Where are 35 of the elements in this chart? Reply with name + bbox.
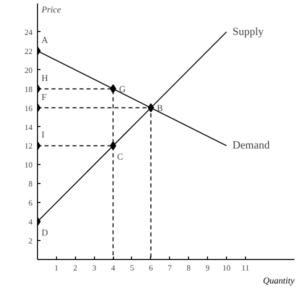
- y-tick-label: 22: [24, 46, 32, 56]
- x-tick-label: 4: [111, 264, 116, 272]
- x-tick-label: 1: [54, 264, 58, 272]
- x-tick-label: 8: [186, 264, 191, 272]
- series-label: Demand: [232, 140, 270, 152]
- y-tick-label: 24: [24, 28, 32, 37]
- y-tick-label: 2: [28, 236, 32, 246]
- annotation: D: [42, 228, 48, 238]
- y-tick-label: 20: [24, 66, 32, 75]
- y-tick-label: 18: [24, 84, 32, 94]
- x-axis-title: Quantity: [263, 276, 295, 286]
- x-tick-label: 11: [242, 264, 250, 272]
- x-tick-label: 5: [130, 264, 134, 272]
- y-tick-label: 10: [24, 160, 32, 170]
- annotation: I: [42, 130, 44, 140]
- annotation: B: [156, 102, 163, 113]
- x-tick-label: 7: [168, 264, 172, 272]
- y-tick-label: 12: [24, 142, 32, 151]
- y-axis-title: Price: [40, 4, 61, 14]
- x-tick-label: 2: [73, 264, 78, 272]
- annotation: F: [42, 92, 47, 102]
- y-tick-label: 4: [28, 218, 32, 227]
- y-tick-label: 6: [28, 198, 32, 208]
- y-tick-label: 14: [24, 122, 32, 132]
- annotation: G: [119, 84, 126, 94]
- annotation: A: [42, 34, 48, 45]
- y-tick-label: 8: [28, 180, 32, 189]
- x-tick-label: 3: [92, 264, 96, 272]
- x-tick-label: 6: [148, 264, 153, 272]
- x-tick-label: 9: [206, 264, 210, 272]
- y-tick-label: 16: [24, 104, 32, 113]
- annotation: C: [117, 152, 124, 162]
- x-tick-label: 10: [222, 264, 230, 272]
- series-label: Supply: [232, 26, 264, 38]
- annotation: H: [42, 72, 48, 83]
